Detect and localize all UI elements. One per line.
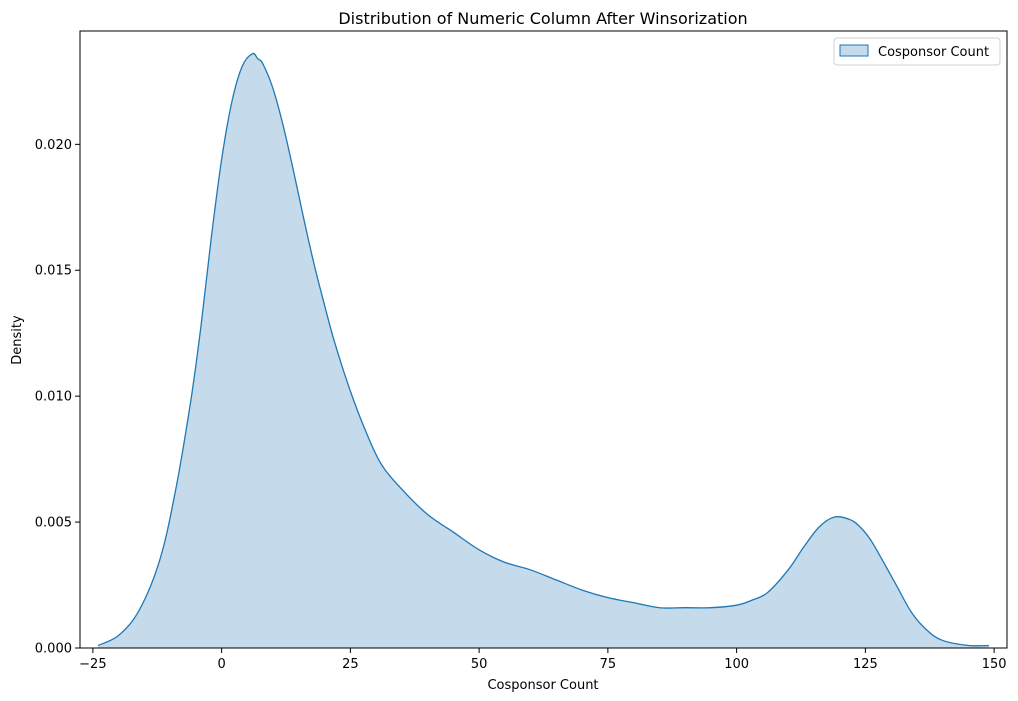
x-tick-label: 150 <box>982 657 1007 672</box>
density-line-0 <box>97 52 989 647</box>
legend-label: Cosponsor Count <box>878 45 989 60</box>
x-tick-label: 50 <box>471 657 488 672</box>
density-area-0 <box>98 53 989 648</box>
plot-frame <box>79 30 1008 649</box>
legend-box <box>833 37 1001 66</box>
x-axis: −25 0 25 50 75 100 125 150 <box>79 648 1007 672</box>
x-tick-label: −25 <box>79 657 106 672</box>
y-tick-label: 0.020 <box>35 138 72 153</box>
legend: Cosponsor Count <box>833 37 1001 66</box>
y-tick-label: 0.005 <box>35 516 72 531</box>
x-tick-label: 25 <box>342 657 359 672</box>
legend-swatch <box>839 44 869 57</box>
y-tick-label: 0.000 <box>35 642 72 657</box>
series-layer <box>97 52 989 648</box>
x-tick-label: 75 <box>600 657 617 672</box>
y-axis-label: Density <box>10 315 25 365</box>
x-axis-label: Cosponsor Count <box>487 678 598 693</box>
x-tick-label: 125 <box>853 657 878 672</box>
chart-title: Distribution of Numeric Column After Win… <box>338 9 747 28</box>
x-tick-label: 0 <box>217 657 225 672</box>
y-tick-label: 0.015 <box>35 264 72 279</box>
y-tick-label: 0.010 <box>35 390 72 405</box>
y-axis: 0.000 0.005 0.010 0.015 0.020 <box>35 138 80 657</box>
x-tick-label: 100 <box>724 657 749 672</box>
